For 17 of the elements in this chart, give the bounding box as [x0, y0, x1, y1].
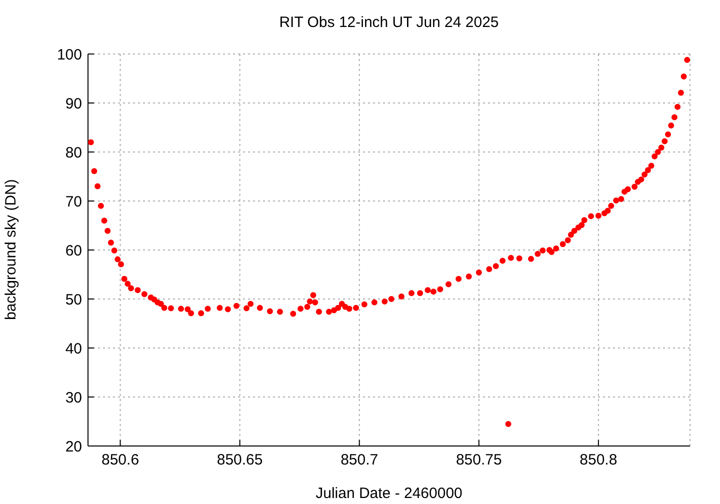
y-tick-label: 100	[56, 46, 82, 64]
y-tick-label: 70	[65, 193, 82, 210]
x-axis-title: Julian Date - 2460000	[316, 485, 462, 502]
x-tick-label: 850.65	[216, 452, 263, 469]
y-axis-title: background sky (DN)	[2, 179, 20, 320]
y-tick-label: 40	[65, 340, 82, 358]
y-tick-label: 80	[65, 144, 82, 162]
y-tick-label: 60	[65, 242, 82, 260]
y-tick-label: 90	[65, 95, 82, 112]
chart-title: RIT Obs 12-inch UT Jun 24 2025	[278, 14, 500, 31]
y-tick-label: 20	[65, 438, 82, 456]
y-tick-label: 50	[65, 291, 82, 308]
x-tick-label: 850.7	[340, 452, 378, 469]
x-tick-label: 850.8	[580, 452, 618, 469]
y-tick-label: 30	[65, 389, 82, 406]
x-tick-label: 850.6	[102, 452, 140, 469]
x-tick-label: 850.75	[456, 452, 502, 469]
